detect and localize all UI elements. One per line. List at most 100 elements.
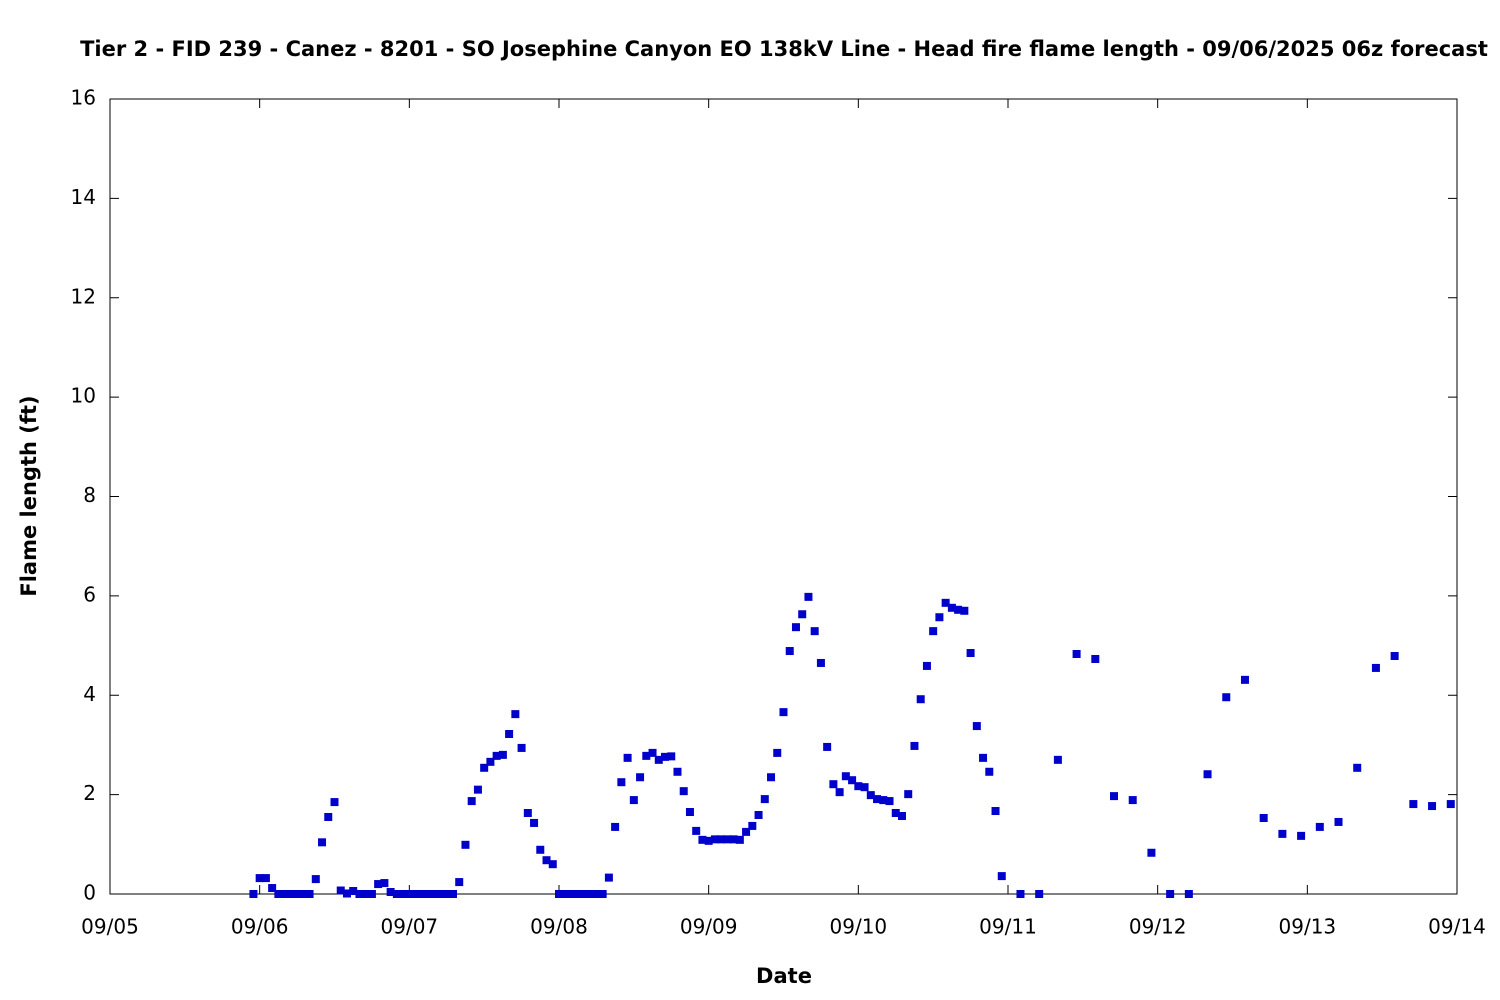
- data-point: [773, 748, 782, 757]
- data-point: [555, 890, 563, 898]
- data-point: [823, 742, 832, 751]
- y-tick-label: 4: [83, 682, 96, 706]
- data-point: [1334, 817, 1343, 826]
- data-point: [399, 890, 408, 898]
- data-point: [455, 878, 464, 887]
- data-point: [523, 809, 532, 818]
- data-point: [997, 872, 1006, 881]
- data-point: [642, 751, 651, 760]
- data-point: [498, 750, 507, 759]
- data-point: [885, 797, 894, 806]
- data-point: [417, 890, 426, 898]
- data-point: [879, 796, 888, 805]
- data-point: [392, 890, 401, 898]
- x-tick-label: 09/08: [530, 915, 588, 939]
- data-point: [604, 873, 613, 882]
- data-point: [1222, 693, 1231, 702]
- data-point: [866, 791, 875, 800]
- data-point: [436, 890, 445, 898]
- data-point: [954, 605, 963, 614]
- data-point: [629, 796, 638, 805]
- data-point: [249, 890, 258, 898]
- data-point: [897, 811, 906, 820]
- data-point: [623, 753, 632, 762]
- y-tick-label: 14: [71, 185, 96, 209]
- data-point: [729, 835, 738, 844]
- data-point: [710, 835, 719, 844]
- data-point: [386, 888, 395, 897]
- y-tick-label: 16: [71, 86, 96, 110]
- data-point: [505, 730, 514, 739]
- data-point: [324, 812, 333, 821]
- data-point: [268, 884, 277, 893]
- data-point: [598, 890, 607, 898]
- data-point: [816, 658, 825, 667]
- data-point: [791, 623, 800, 632]
- data-point: [723, 835, 732, 844]
- data-point: [679, 787, 688, 796]
- data-point: [1184, 890, 1193, 898]
- data-point: [972, 722, 981, 731]
- data-point: [349, 887, 358, 896]
- data-point: [1446, 800, 1455, 809]
- data-point: [916, 695, 925, 704]
- data-point: [586, 890, 595, 898]
- data-point: [293, 890, 302, 898]
- data-point: [1409, 800, 1418, 809]
- data-point: [511, 710, 520, 719]
- data-point: [536, 845, 545, 854]
- data-point: [442, 890, 451, 898]
- data-point: [935, 613, 944, 622]
- y-tick-label: 8: [83, 483, 96, 507]
- data-point: [336, 886, 345, 895]
- data-point: [1428, 802, 1437, 811]
- x-tick-label: 09/11: [979, 915, 1037, 939]
- data-point: [704, 836, 713, 845]
- x-tick-label: 09/13: [1279, 915, 1337, 939]
- data-point: [966, 649, 975, 658]
- data-point: [748, 821, 757, 830]
- data-point: [548, 860, 557, 869]
- data-point: [411, 890, 420, 898]
- data-point: [1053, 755, 1062, 764]
- data-point: [991, 807, 1000, 816]
- data-point: [667, 752, 676, 761]
- y-tick-label: 10: [71, 384, 96, 408]
- data-point: [860, 783, 869, 792]
- data-point: [261, 874, 270, 883]
- data-point: [592, 890, 601, 898]
- data-point: [561, 890, 570, 898]
- data-point: [573, 890, 582, 898]
- data-point: [1166, 890, 1175, 898]
- data-point: [848, 776, 857, 785]
- data-point: [530, 818, 539, 827]
- data-point: [1353, 763, 1362, 772]
- x-tick-label: 09/05: [81, 915, 139, 939]
- x-tick-label: 09/06: [231, 915, 289, 939]
- data-point: [424, 890, 433, 898]
- x-tick-label: 09/10: [830, 915, 888, 939]
- data-point: [910, 741, 919, 750]
- data-point: [648, 748, 657, 757]
- data-point: [979, 753, 988, 762]
- data-point: [779, 708, 788, 717]
- y-tick-label: 12: [71, 284, 96, 308]
- data-point: [698, 835, 707, 844]
- data-point: [342, 889, 351, 898]
- data-point: [754, 810, 763, 819]
- data-point: [1203, 770, 1212, 779]
- data-point: [467, 797, 476, 806]
- y-tick-label: 6: [83, 582, 96, 606]
- data-point: [661, 752, 670, 761]
- data-point: [717, 835, 726, 844]
- data-point: [1240, 675, 1249, 684]
- data-point: [735, 835, 744, 844]
- data-point: [380, 879, 389, 888]
- data-point: [835, 788, 844, 797]
- y-tick-label: 0: [83, 881, 96, 905]
- data-point: [274, 890, 283, 898]
- data-point: [311, 875, 320, 884]
- data-point: [1390, 651, 1399, 660]
- data-point: [542, 856, 551, 865]
